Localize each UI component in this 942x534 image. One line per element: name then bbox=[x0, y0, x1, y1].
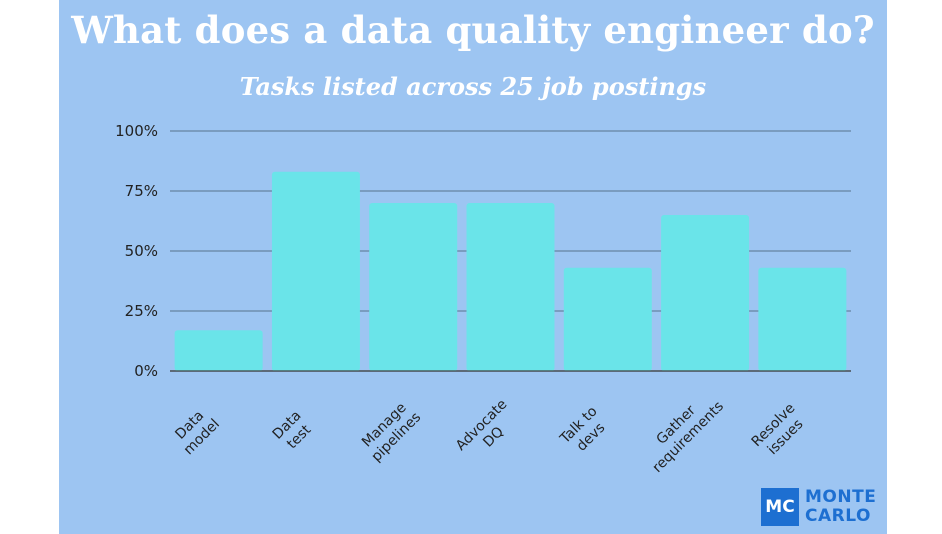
chart-card: What does a data quality engineer do? Ta… bbox=[59, 0, 887, 534]
y-tick-label: 25% bbox=[125, 302, 158, 320]
bars bbox=[170, 171, 851, 372]
bar bbox=[271, 171, 360, 371]
bar bbox=[563, 267, 652, 371]
y-axis-ticks: 0% 25% 50% 75% 100% bbox=[115, 122, 158, 380]
x-category-label: Datatest bbox=[270, 408, 317, 455]
x-category-label: Talk todevs bbox=[557, 403, 613, 459]
x-category-label: Gatherrequirements bbox=[637, 386, 727, 476]
y-tick-label: 75% bbox=[125, 182, 158, 200]
bar bbox=[661, 215, 750, 371]
chart-subtitle: Tasks listed across 25 job postings bbox=[239, 72, 707, 101]
chart-title: What does a data quality engineer do? bbox=[71, 8, 875, 52]
y-tick-label: 0% bbox=[134, 362, 158, 380]
logo-line-1: MONTE bbox=[805, 487, 877, 507]
logo-mark: MC bbox=[761, 488, 799, 526]
x-category-label: Datamodel bbox=[169, 404, 223, 458]
logo-line-2: CARLO bbox=[805, 506, 871, 526]
x-category-label: Resolveissues bbox=[749, 400, 811, 462]
bar bbox=[758, 267, 847, 371]
bar bbox=[466, 203, 555, 371]
bar-chart: 0% 25% 50% 75% 100% Datamodel Datatest Managep… bbox=[115, 122, 851, 476]
logo-wordmark: MONTE CARLO bbox=[805, 488, 876, 526]
y-tick-label: 50% bbox=[125, 242, 158, 260]
bar bbox=[369, 203, 458, 371]
x-category-label: AdvocateDQ bbox=[453, 396, 523, 466]
x-category-label: Managepipelines bbox=[357, 397, 425, 465]
monte-carlo-logo: MC MONTE CARLO bbox=[761, 488, 881, 528]
x-axis-labels: Datamodel Datatest Managepipelines Advocate… bbox=[169, 386, 811, 476]
y-tick-label: 100% bbox=[115, 122, 158, 140]
bar bbox=[174, 330, 263, 371]
